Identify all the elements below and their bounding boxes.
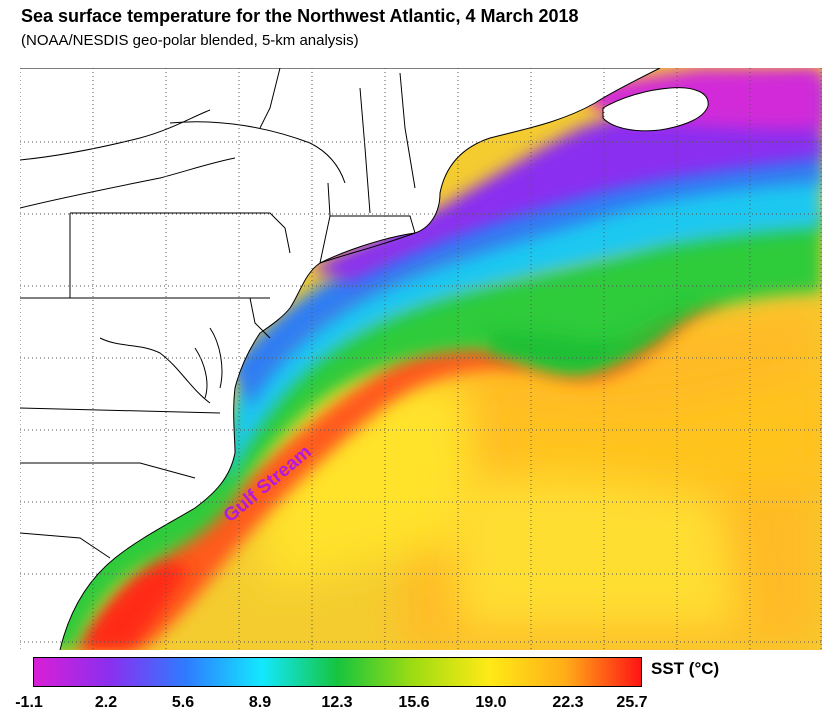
border-line — [249, 297, 271, 339]
sst-colorbar — [33, 657, 642, 687]
colorbar-tick: 25.7 — [616, 694, 648, 711]
ocean-orange-mid — [500, 368, 822, 498]
long-island — [319, 232, 416, 264]
colorbar-tick: 8.9 — [248, 694, 272, 711]
border-line — [20, 157, 236, 209]
colorbar-tick: -1.1 — [15, 694, 43, 711]
map-title: Sea surface temperature for the Northwes… — [21, 6, 579, 26]
border-line — [99, 337, 211, 404]
border-line — [399, 72, 416, 189]
map-subtitle: (NOAA/NESDIS geo-polar blended, 5-km ana… — [21, 32, 359, 49]
ocean-yellow-south — [450, 477, 740, 628]
border-line — [169, 121, 346, 184]
border-line — [20, 407, 221, 414]
state-borders — [20, 68, 661, 650]
chesapeake-bay — [194, 327, 223, 399]
colorbar-tick: 5.6 — [171, 694, 195, 711]
land-nova-scotia — [602, 87, 709, 132]
border-line — [330, 215, 416, 234]
border-line — [70, 212, 291, 254]
graticule — [20, 68, 822, 650]
colorbar-tick: 22.3 — [552, 694, 584, 711]
colorbar-label: SST (°C) — [651, 659, 720, 678]
border-line — [259, 68, 281, 129]
gulf-stream-hot — [75, 558, 190, 650]
coastline — [20, 68, 661, 650]
ocean-green-tongue — [490, 298, 700, 373]
ocean-purple-band — [310, 78, 822, 283]
colorbar-tick: 19.0 — [475, 694, 507, 711]
sst-map: Gulf Stream — [20, 68, 822, 650]
border-line — [20, 462, 196, 479]
colorbar-tick: 2.2 — [94, 694, 118, 711]
border-line — [359, 87, 371, 214]
ocean-green-band — [40, 213, 822, 650]
border-line — [319, 182, 331, 264]
border-line — [20, 532, 111, 559]
border-line — [20, 109, 211, 161]
colorbar-tick: 15.6 — [398, 694, 430, 711]
colorbar-tick: 12.3 — [321, 694, 353, 711]
ocean-yellow-west — [240, 374, 480, 588]
